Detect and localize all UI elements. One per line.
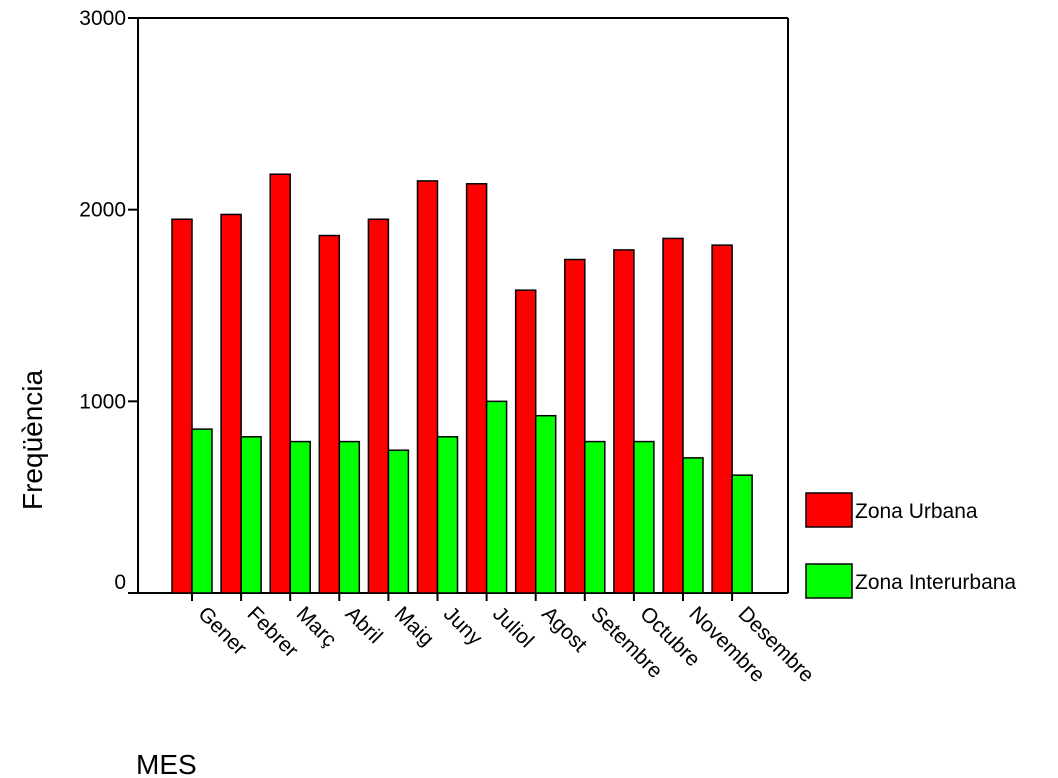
y-tick-label: 0 — [114, 571, 126, 594]
bars-group — [171, 173, 753, 594]
x-tick-label: Juliol — [488, 602, 538, 652]
bar-urbana — [367, 218, 390, 594]
bar-interurbana — [289, 440, 311, 594]
legend-swatch-urbana — [805, 492, 853, 528]
x-tick-label: Febrer — [243, 602, 303, 662]
bar-interurbana — [338, 440, 361, 594]
bar-urbana — [318, 234, 341, 594]
y-tick-label: 2000 — [79, 199, 126, 222]
bar-urbana — [564, 258, 586, 594]
x-tick-label: Agost — [537, 602, 591, 656]
y-axis-title: Freqüència — [17, 369, 48, 510]
bar-urbana — [662, 237, 684, 594]
bar-interurbana — [387, 449, 410, 594]
bar-interurbana — [633, 440, 655, 594]
bar-interurbana — [584, 440, 606, 594]
bar-interurbana — [731, 474, 753, 594]
x-axis-title: MES — [136, 749, 197, 778]
legend: Zona Urbana Zona Interurbana — [805, 492, 1016, 599]
x-tick-label: Gener — [193, 602, 251, 660]
bar-interurbana — [191, 428, 213, 594]
bar-urbana — [416, 180, 439, 594]
bar-urbana — [220, 213, 242, 594]
legend-swatch-interurbana — [805, 563, 853, 599]
x-tick-label: Abril — [341, 602, 387, 648]
x-tick-label: Juny — [439, 602, 487, 650]
bar-urbana — [613, 249, 635, 594]
x-tick-label: Maig — [390, 602, 438, 650]
y-axis-ticks: 0 1000 2000 3000 — [79, 7, 138, 594]
bar-interurbana — [240, 436, 262, 594]
bar-urbana — [269, 173, 291, 594]
legend-label-urbana: Zona Urbana — [855, 500, 978, 523]
bar-interurbana — [436, 436, 459, 594]
y-tick-label: 3000 — [79, 7, 126, 30]
bar-interurbana — [682, 457, 704, 594]
legend-label-interurbana: Zona Interurbana — [855, 571, 1016, 594]
bar-urbana — [465, 183, 488, 594]
bar-urbana — [514, 289, 537, 594]
bar-interurbana — [534, 414, 557, 594]
bar-urbana — [711, 244, 733, 594]
bar-urbana — [171, 218, 193, 594]
y-tick-label: 1000 — [79, 390, 126, 413]
bar-interurbana — [485, 400, 508, 594]
